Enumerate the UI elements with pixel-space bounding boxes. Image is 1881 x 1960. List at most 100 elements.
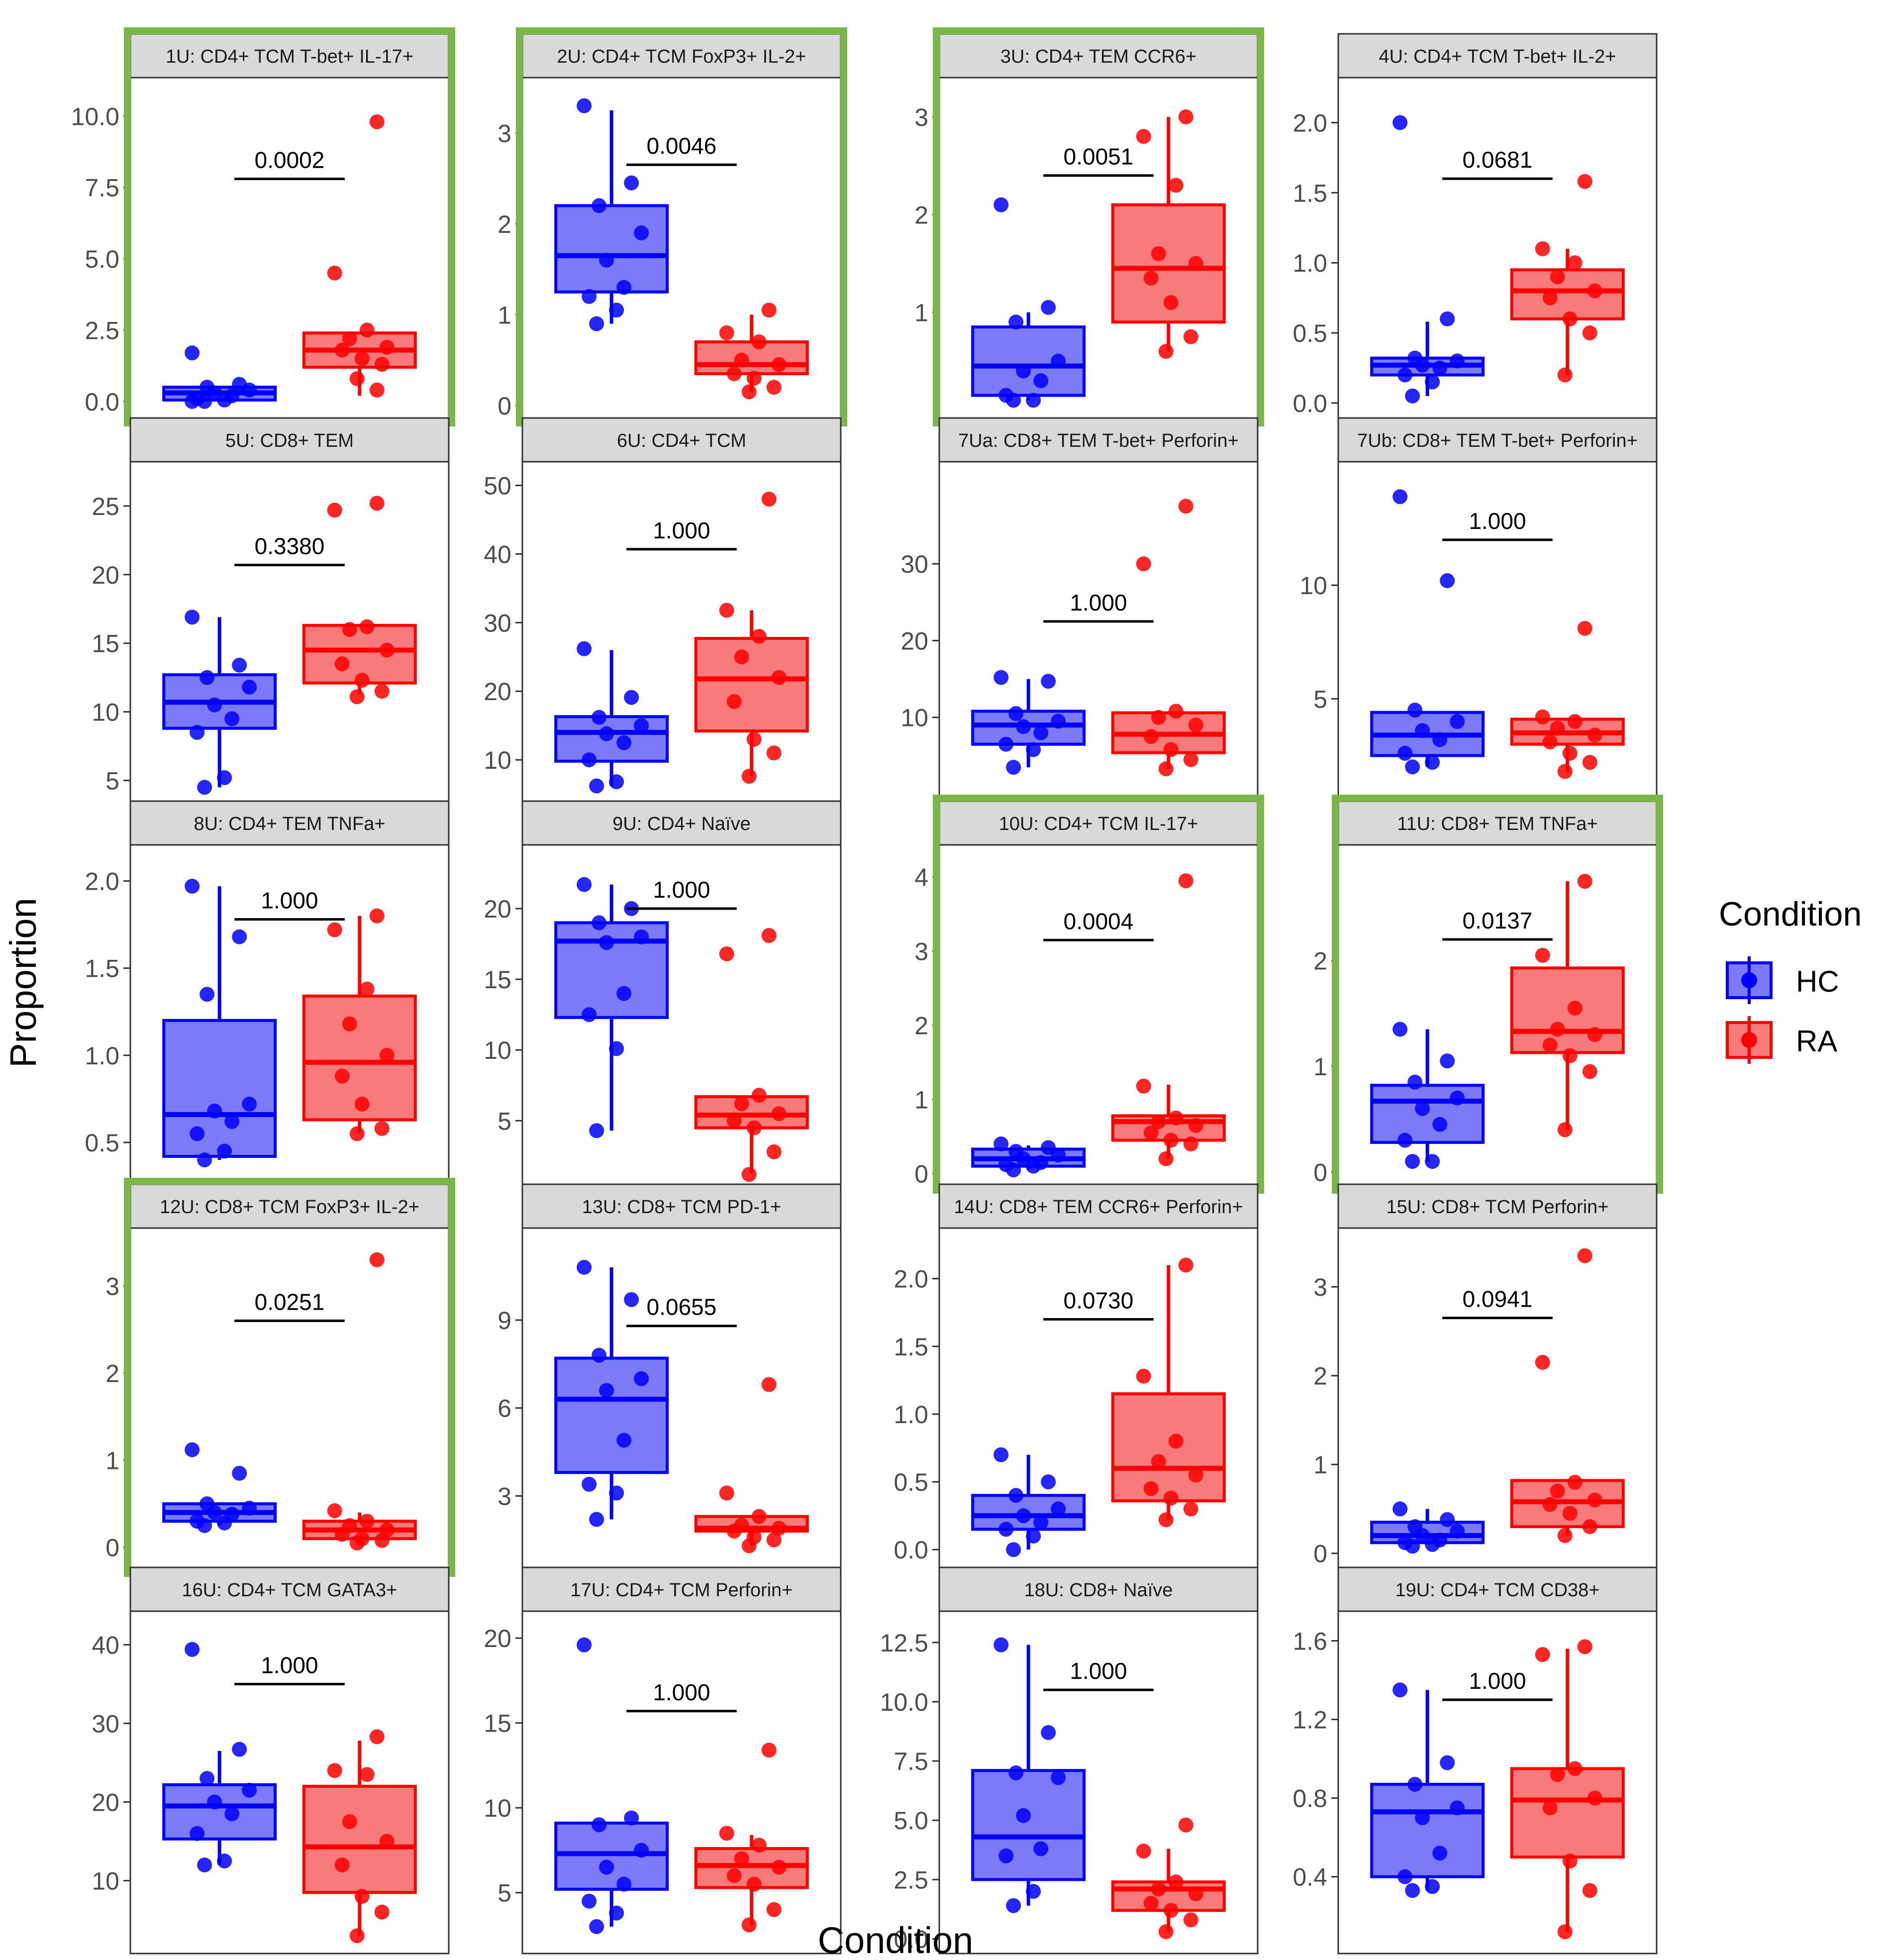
data-point-ra [1542, 1497, 1558, 1512]
legend-key-hc: HC [1726, 956, 1839, 1004]
data-point-ra [1577, 874, 1592, 889]
data-point-ra [1567, 255, 1583, 271]
data-point-hc [1006, 1898, 1021, 1913]
data-point-hc [1026, 1528, 1041, 1544]
panel-12u: 12U: CD8+ TCM FoxP3+ IL-2+ 0 1 2 3 0.0251 [105, 1178, 455, 1577]
data-point-hc [577, 1259, 592, 1275]
data-point-ra [751, 628, 767, 644]
data-point-ra [359, 619, 375, 634]
data-point-hc [1405, 1154, 1420, 1169]
data-point-hc [185, 879, 200, 894]
data-point-hc [1440, 1755, 1455, 1770]
facet-title: 8U: CD4+ TEM TNFa+ [194, 814, 385, 834]
data-point-ra [726, 1113, 742, 1129]
facet-title: 16U: CD4+ TCM GATA3+ [182, 1580, 397, 1601]
data-point-ra [726, 1868, 742, 1883]
y-tick-label: 40 [92, 1631, 119, 1659]
data-point-ra [719, 603, 734, 618]
data-point-hc [224, 1806, 240, 1822]
data-point-ra [1151, 710, 1166, 725]
data-point-ra [1557, 764, 1573, 779]
y-tick-label: 30 [484, 609, 511, 637]
data-point-hc [634, 929, 649, 944]
y-tick-label: 0.0 [85, 388, 119, 416]
p-value-label: 0.0051 [1064, 144, 1134, 170]
data-point-ra [1535, 241, 1550, 256]
y-tick-label: 0 [497, 392, 511, 420]
data-point-hc [1026, 1158, 1041, 1174]
facet-strip [521, 1566, 842, 1612]
data-point-hc [1415, 357, 1430, 373]
data-point-hc [589, 778, 604, 794]
data-point-hc [599, 252, 614, 268]
data-point-hc [592, 1347, 607, 1363]
data-point-hc [609, 1485, 624, 1501]
data-point-hc [1006, 393, 1021, 408]
data-point-hc [217, 1143, 232, 1159]
panel-15u: 15U: CD8+ TCM Perforin+ 0 1 2 3 0.0941 [1313, 1183, 1658, 1571]
data-point-hc [1425, 1537, 1440, 1552]
data-point-hc [1033, 1515, 1049, 1530]
data-point-ra [1143, 270, 1159, 286]
data-point-hc [185, 1642, 200, 1657]
data-point-ra [761, 492, 777, 507]
data-point-hc [217, 1854, 232, 1869]
facet-title: 2U: CD4+ TCM FoxP3+ IL-2+ [557, 46, 806, 67]
facet-strip [938, 800, 1259, 846]
data-point-hc [616, 1876, 632, 1892]
y-tick-label: 0 [1313, 1158, 1327, 1186]
data-point-hc [1397, 745, 1413, 761]
panel-1u: 1U: CD4+ TCM T-bet+ IL-17+ 0.0 2.5 5.0 7.5 10… [71, 27, 455, 426]
facet-title: 4U: CD4+ TCM T-bet+ IL-2+ [1379, 46, 1616, 67]
data-point-ra [719, 1826, 734, 1841]
data-point-hc [624, 1292, 639, 1307]
facet-title: 10U: CD4+ TCM IL-17+ [999, 814, 1198, 834]
y-tick-label: 10 [484, 1036, 511, 1064]
data-point-hc [1425, 374, 1440, 390]
data-point-ra [746, 1120, 762, 1135]
data-point-hc [624, 1810, 639, 1826]
p-value-label: 0.0004 [1064, 908, 1134, 934]
data-point-ra [334, 1527, 350, 1542]
data-point-hc [1006, 1542, 1021, 1557]
data-point-ra [1557, 1528, 1573, 1544]
p-value-label: 1.000 [1469, 508, 1526, 534]
data-point-hc [1392, 1682, 1408, 1698]
data-point-ra [771, 1521, 787, 1536]
data-point-hc [185, 1442, 200, 1457]
data-point-ra [1550, 1767, 1565, 1782]
data-point-hc [1440, 311, 1455, 326]
p-value-label: 0.3380 [255, 533, 325, 559]
panel-13u: 13U: CD8+ TCM PD-1+ 3 6 9 0.0655 [497, 1183, 842, 1571]
data-point-ra [1587, 283, 1602, 299]
data-point-hc [582, 752, 597, 768]
data-point-ra [1535, 1647, 1550, 1662]
y-tick-label: 2.0 [85, 868, 119, 896]
p-value-label: 1.000 [653, 517, 710, 543]
data-point-hc [993, 1637, 1009, 1652]
data-point-hc [1432, 360, 1448, 376]
y-tick-label: 3 [497, 119, 511, 147]
data-point-ra [771, 1859, 787, 1875]
data-point-ra [771, 1106, 787, 1122]
p-value-label: 1.000 [1469, 1668, 1526, 1694]
y-tick-label: 20 [900, 627, 928, 655]
data-point-ra [1178, 499, 1193, 514]
data-point-hc [232, 657, 247, 673]
facet-title: 9U: CD4+ Naïve [612, 814, 751, 834]
data-point-ra [327, 1503, 342, 1519]
y-tick-label: 20 [484, 678, 511, 706]
data-point-ra [342, 1814, 357, 1830]
data-point-hc [1041, 300, 1056, 315]
data-point-ra [1542, 290, 1558, 306]
data-point-ra [369, 908, 385, 924]
y-tick-label: 40 [484, 540, 511, 568]
data-point-ra [1136, 129, 1151, 144]
y-tick-label: 2 [1313, 947, 1327, 975]
data-point-hc [1397, 1869, 1413, 1884]
box-hc [554, 921, 669, 1019]
y-tick-label: 4 [914, 864, 928, 892]
panel-5u: 5U: CD8+ TEM 5 10 15 20 25 0.3380 [92, 417, 450, 805]
facet-strip [129, 1183, 450, 1229]
legend-key-ra: RA [1726, 1016, 1837, 1064]
